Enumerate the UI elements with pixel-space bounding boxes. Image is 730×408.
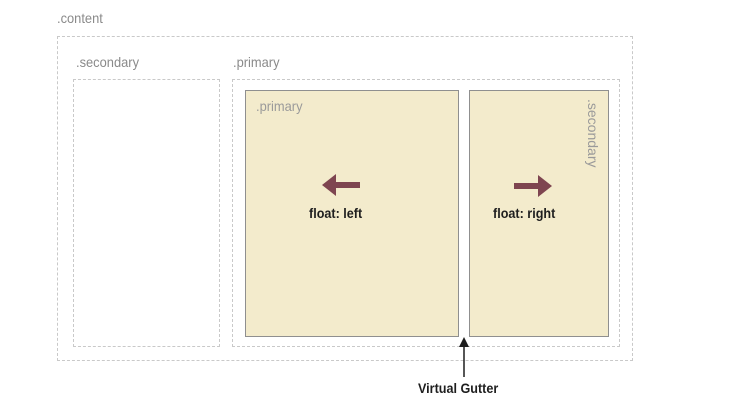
content-label: .content (57, 10, 103, 26)
inner-primary-label: .primary (256, 98, 303, 114)
float-left-label: float: left (309, 205, 363, 221)
outer-primary-label: .primary (233, 54, 280, 70)
outer-primary-box (232, 79, 620, 347)
inner-secondary-label: .secondary (585, 99, 601, 168)
inner-primary-panel: .primary float: left (245, 90, 459, 337)
outer-secondary-box (73, 79, 220, 347)
up-arrow-icon (459, 337, 469, 377)
float-right-label: float: right (493, 205, 556, 221)
content-container (57, 36, 633, 361)
outer-secondary-label: .secondary (76, 54, 140, 70)
right-arrow-icon (514, 175, 552, 197)
left-arrow-icon (322, 174, 360, 196)
inner-secondary-panel: .secondary float: right (469, 90, 609, 337)
virtual-gutter-label: Virtual Gutter (418, 380, 499, 396)
